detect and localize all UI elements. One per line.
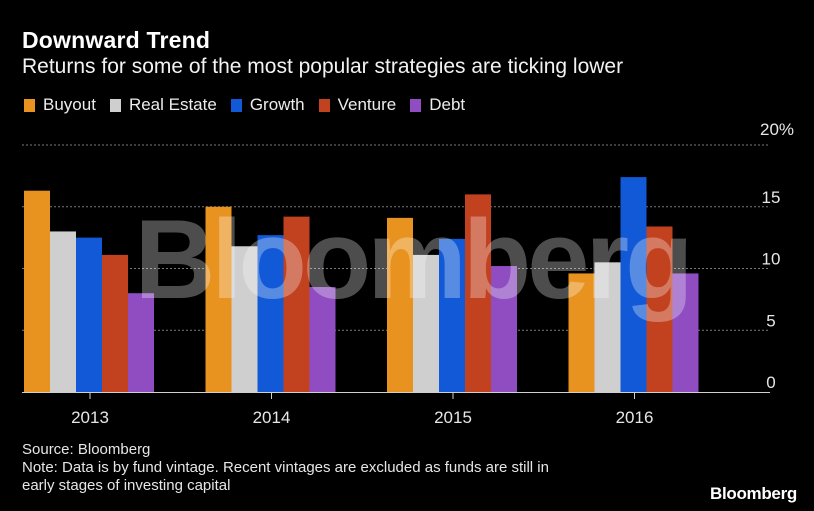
- bar-buyout-2014: [205, 206, 232, 392]
- legend-item-venture: Venture: [318, 95, 397, 115]
- x-tick-label: 2015: [434, 408, 472, 427]
- legend-swatch-debt: [410, 98, 422, 112]
- bar-debt-2015: [491, 266, 517, 392]
- bar-real-estate-2016: [594, 262, 621, 392]
- y-tick-label: 5: [766, 311, 775, 330]
- x-axis-ticks: 2013 2014 2015 2016: [71, 392, 653, 427]
- chart-subtitle: Returns for some of the most popular str…: [22, 55, 624, 78]
- watermark-layer: Bloomberg: [134, 197, 693, 322]
- legend-label-venture: Venture: [337, 95, 397, 114]
- x-tick-label: 2016: [616, 408, 654, 427]
- legend-swatch-growth: [230, 98, 242, 112]
- legend-label-real-estate: Real Estate: [128, 95, 217, 114]
- y-tick-label: 0: [766, 373, 775, 392]
- bar-venture-2014: [283, 216, 310, 392]
- legend-item-real-estate: Real Estate: [109, 95, 217, 115]
- x-tick-label: 2013: [71, 408, 109, 427]
- bar-buyout-2016: [568, 273, 595, 392]
- data-note-line-1: Note: Data is by fund vintage. Recent vi…: [22, 459, 549, 476]
- bar-growth-2013: [76, 237, 102, 392]
- bar-debt-2014: [309, 287, 336, 392]
- legend-label-debt: Debt: [429, 95, 466, 114]
- y-axis-ticks: 0 5 10 15 20%: [760, 120, 794, 392]
- bar-real-estate-2013: [50, 231, 76, 392]
- bar-growth-2016: [620, 177, 647, 392]
- legend-item-growth: Growth: [230, 95, 305, 115]
- data-note-line-2: early stages of investing capital: [22, 477, 231, 494]
- bar-venture-2016: [646, 226, 673, 392]
- bloomberg-logo: Bloomberg: [709, 484, 797, 503]
- bar-buyout-2013: [24, 190, 50, 392]
- bar-debt-2016: [672, 273, 699, 392]
- y-tick-label: 10: [762, 250, 781, 269]
- bar-growth-2015: [439, 238, 465, 392]
- chart-legend: Buyout Real Estate Growth Venture Debt: [24, 95, 479, 115]
- source-note: Source: Bloomberg: [22, 441, 151, 458]
- chart-title: Downward Trend: [22, 27, 211, 53]
- bar-real-estate-2015: [413, 254, 439, 392]
- bar-growth-2014: [257, 235, 284, 392]
- legend-label-growth: Growth: [249, 95, 305, 114]
- bar-debt-2013: [128, 293, 154, 392]
- bar-buyout-2015: [387, 217, 413, 392]
- legend-swatch-real-estate: [109, 98, 121, 112]
- bars: [24, 177, 699, 392]
- bar-venture-2013: [102, 254, 128, 392]
- legend-label-buyout: Buyout: [43, 95, 96, 114]
- bar-real-estate-2014: [231, 246, 258, 392]
- legend-item-debt: Debt: [410, 95, 465, 115]
- chart-footer: Source: Bloomberg Note: Data is by fund …: [22, 441, 549, 495]
- bloomberg-watermark: Bloomberg: [134, 197, 689, 322]
- legend-swatch-buyout: [24, 98, 35, 112]
- y-tick-label: 15: [762, 188, 781, 207]
- bar-venture-2015: [465, 194, 491, 392]
- legend-item-buyout: Buyout: [24, 95, 96, 115]
- y-tick-label: 20%: [760, 120, 794, 139]
- x-tick-label: 2014: [253, 408, 291, 427]
- legend-swatch-venture: [318, 98, 330, 112]
